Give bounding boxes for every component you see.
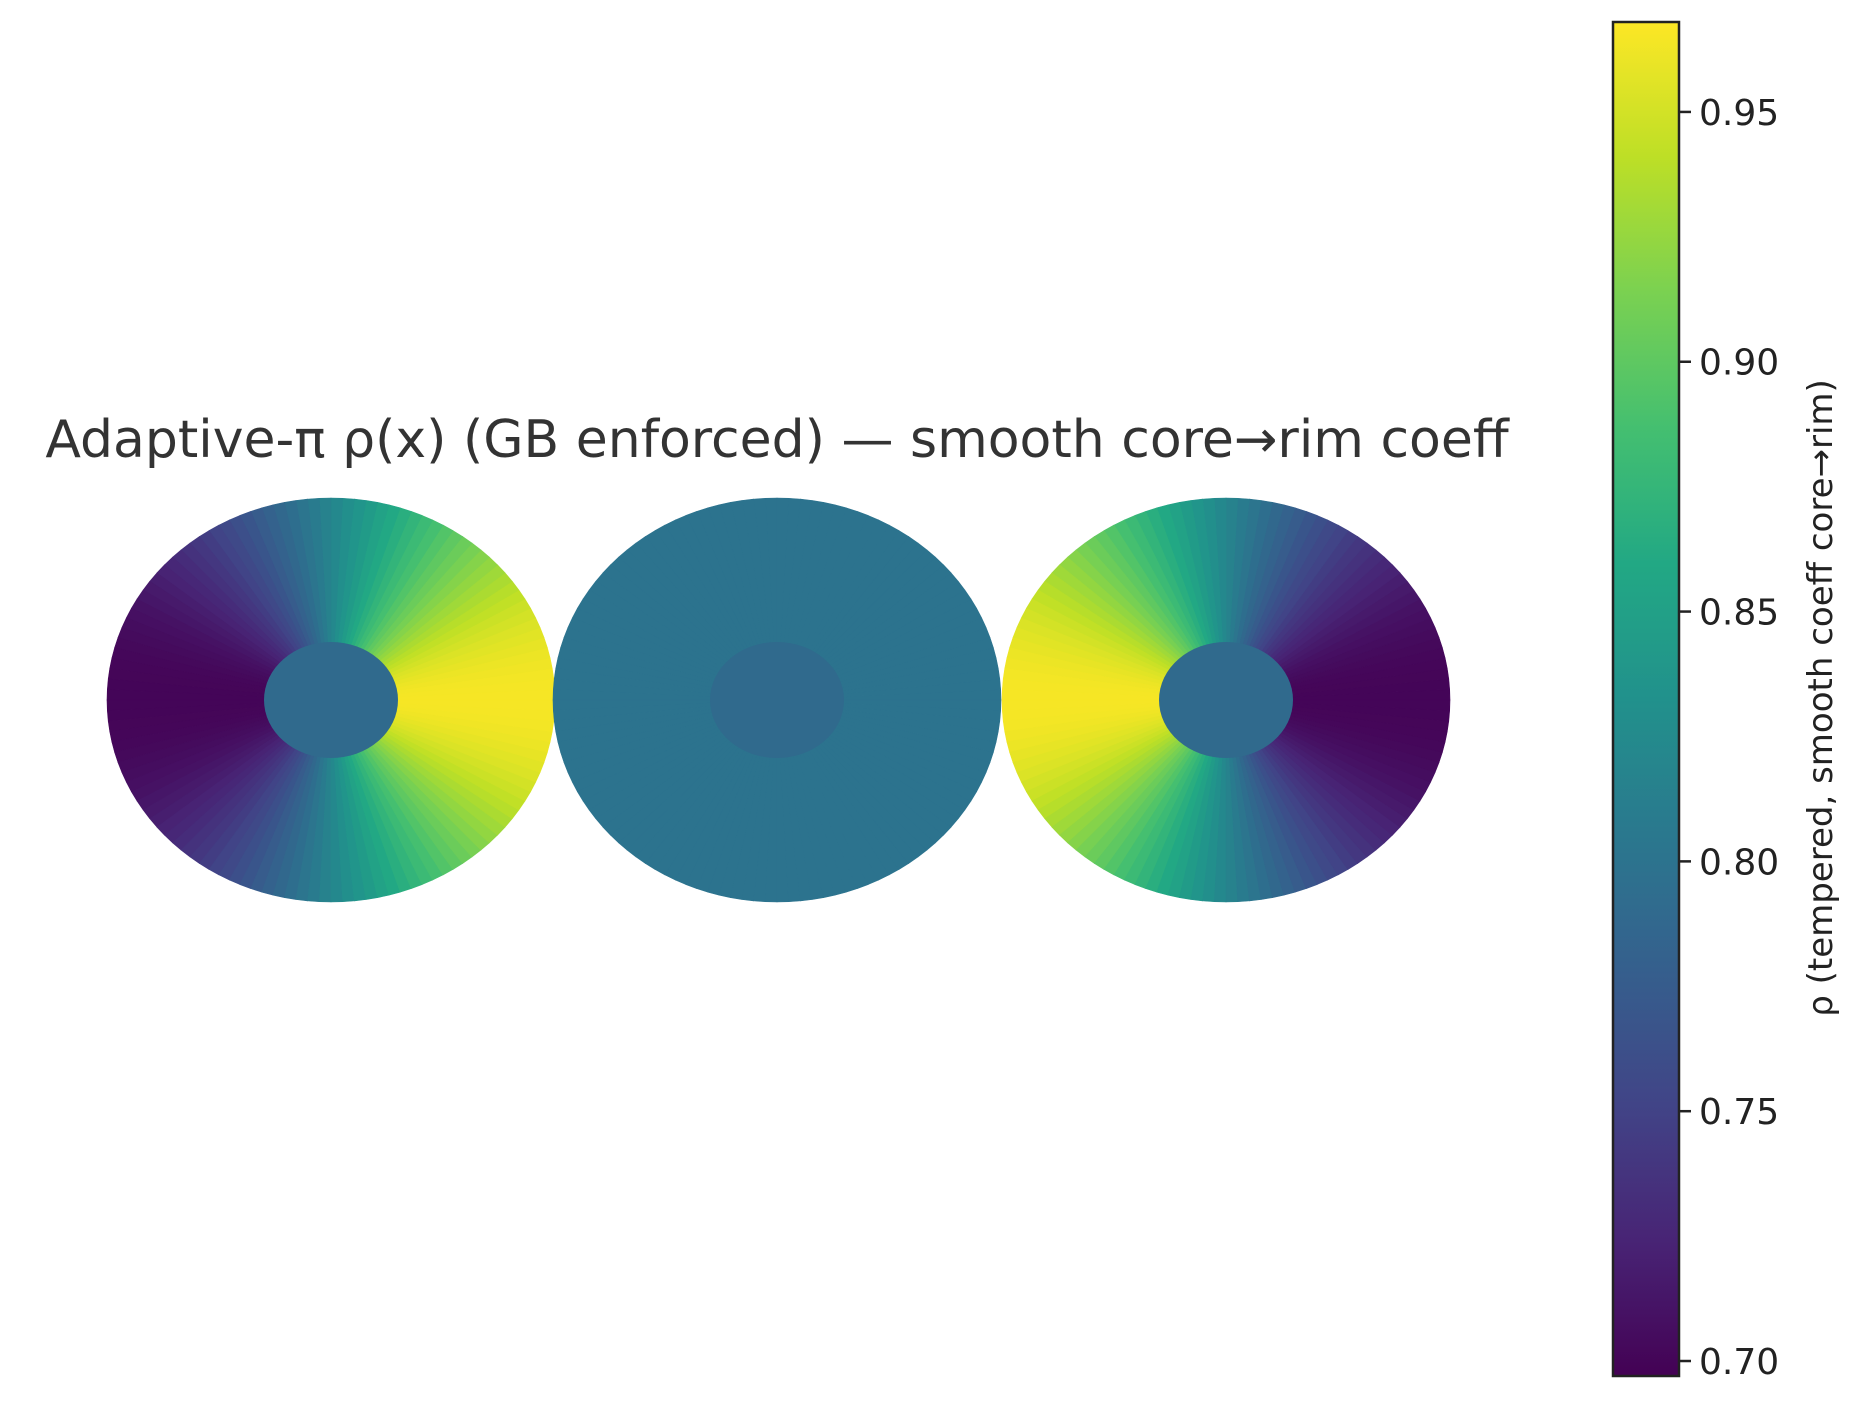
- chart-title: Adaptive-π ρ(x) (GB enforced) — smooth c…: [45, 410, 1510, 470]
- panel-right: [1002, 498, 1450, 902]
- colorbar-tick-label: 0.75: [1699, 1092, 1779, 1133]
- colorbar-tick-label: 0.80: [1699, 842, 1779, 883]
- colorbar-ticks: 0.70 0.75 0.80 0.85 0.90 0.95: [1679, 93, 1779, 1383]
- colorbar: 0.70 0.75 0.80 0.85 0.90 0.95 ρ (tempered, sm…: [1613, 22, 1841, 1383]
- panel-left: [107, 498, 555, 902]
- panel-core: [1159, 642, 1293, 758]
- colorbar-label: ρ (tempered, smooth coeff core→rim): [1801, 379, 1841, 1017]
- colorbar-tick-label: 0.85: [1699, 593, 1779, 634]
- panel-core: [264, 642, 398, 758]
- panel-core: [710, 642, 844, 758]
- colorbar-tick-label: 0.70: [1699, 1342, 1779, 1383]
- heatmap-panels: [107, 498, 1450, 902]
- colorbar-tick-label: 0.95: [1699, 93, 1779, 134]
- colorbar-tick-label: 0.90: [1699, 343, 1779, 384]
- panel-center: [553, 498, 1001, 902]
- colorbar-gradient: [1613, 22, 1679, 1376]
